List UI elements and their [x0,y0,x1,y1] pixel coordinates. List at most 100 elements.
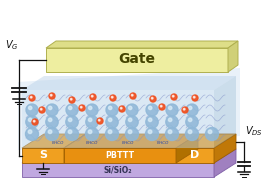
Circle shape [91,95,93,97]
Circle shape [69,97,75,103]
Polygon shape [228,41,238,72]
Circle shape [46,128,58,140]
Circle shape [131,94,133,96]
Text: NHCO: NHCO [86,140,98,145]
Circle shape [28,130,32,134]
Polygon shape [64,134,198,148]
Circle shape [106,104,118,116]
Polygon shape [22,149,236,163]
Circle shape [46,104,58,116]
Text: Gate: Gate [118,52,156,66]
Circle shape [119,106,125,112]
Circle shape [90,94,96,100]
Circle shape [128,118,132,122]
Circle shape [69,106,72,110]
Circle shape [188,130,192,134]
Polygon shape [176,134,198,163]
Circle shape [30,96,32,98]
Text: $V_{DS}$: $V_{DS}$ [245,124,263,138]
Circle shape [126,116,138,128]
Circle shape [168,130,172,134]
Text: Si/SiO₂: Si/SiO₂ [104,166,132,174]
Circle shape [98,119,100,121]
Circle shape [66,128,79,140]
Circle shape [106,116,118,128]
Circle shape [186,104,198,116]
Circle shape [28,106,32,110]
Circle shape [159,104,165,110]
Circle shape [173,95,174,97]
Circle shape [26,104,38,116]
Text: $V_G$: $V_G$ [5,38,19,52]
Circle shape [88,118,92,122]
Circle shape [186,116,198,128]
Circle shape [40,108,42,110]
Circle shape [168,106,172,110]
Circle shape [188,118,192,122]
Circle shape [32,119,38,125]
Circle shape [33,120,35,122]
Circle shape [129,106,132,110]
Circle shape [189,106,192,110]
Polygon shape [22,163,214,177]
Circle shape [185,128,198,140]
Circle shape [79,105,85,111]
Circle shape [81,106,82,108]
Circle shape [206,128,218,140]
Text: D: D [190,150,200,160]
Circle shape [149,118,152,122]
Circle shape [108,118,112,122]
Circle shape [88,130,92,134]
Circle shape [49,93,55,99]
Circle shape [70,98,72,100]
Polygon shape [18,68,240,150]
Circle shape [166,116,178,128]
Circle shape [66,104,78,116]
Polygon shape [22,134,86,148]
Circle shape [49,106,52,110]
Circle shape [161,105,162,107]
Circle shape [110,95,116,101]
Polygon shape [176,148,214,163]
Polygon shape [22,148,64,163]
Circle shape [28,118,32,122]
Circle shape [146,104,158,116]
Circle shape [25,128,38,140]
Circle shape [126,104,138,116]
Circle shape [69,118,72,122]
Polygon shape [214,149,236,177]
Circle shape [26,116,38,128]
Polygon shape [176,134,236,148]
Text: PBTTT: PBTTT [105,151,135,160]
Circle shape [97,118,103,124]
Polygon shape [214,134,236,163]
Circle shape [128,130,132,134]
Circle shape [46,116,58,128]
Polygon shape [46,48,228,72]
Circle shape [29,95,35,101]
Text: NHCO: NHCO [52,140,64,145]
Circle shape [120,107,122,109]
Circle shape [149,106,152,110]
Polygon shape [64,134,86,163]
Circle shape [130,93,136,99]
Polygon shape [64,148,176,163]
Circle shape [85,128,99,140]
Circle shape [192,95,198,101]
Circle shape [48,130,52,134]
Circle shape [182,107,188,113]
Circle shape [109,106,112,110]
Circle shape [126,128,138,140]
Circle shape [51,94,52,96]
Text: S: S [39,150,47,160]
Circle shape [68,130,72,134]
Circle shape [111,96,113,98]
Circle shape [66,116,78,128]
Circle shape [88,106,92,110]
Polygon shape [22,90,214,148]
Text: NHCO: NHCO [122,140,134,145]
Circle shape [146,116,158,128]
Circle shape [208,130,212,134]
Circle shape [108,130,112,134]
Circle shape [86,104,98,116]
